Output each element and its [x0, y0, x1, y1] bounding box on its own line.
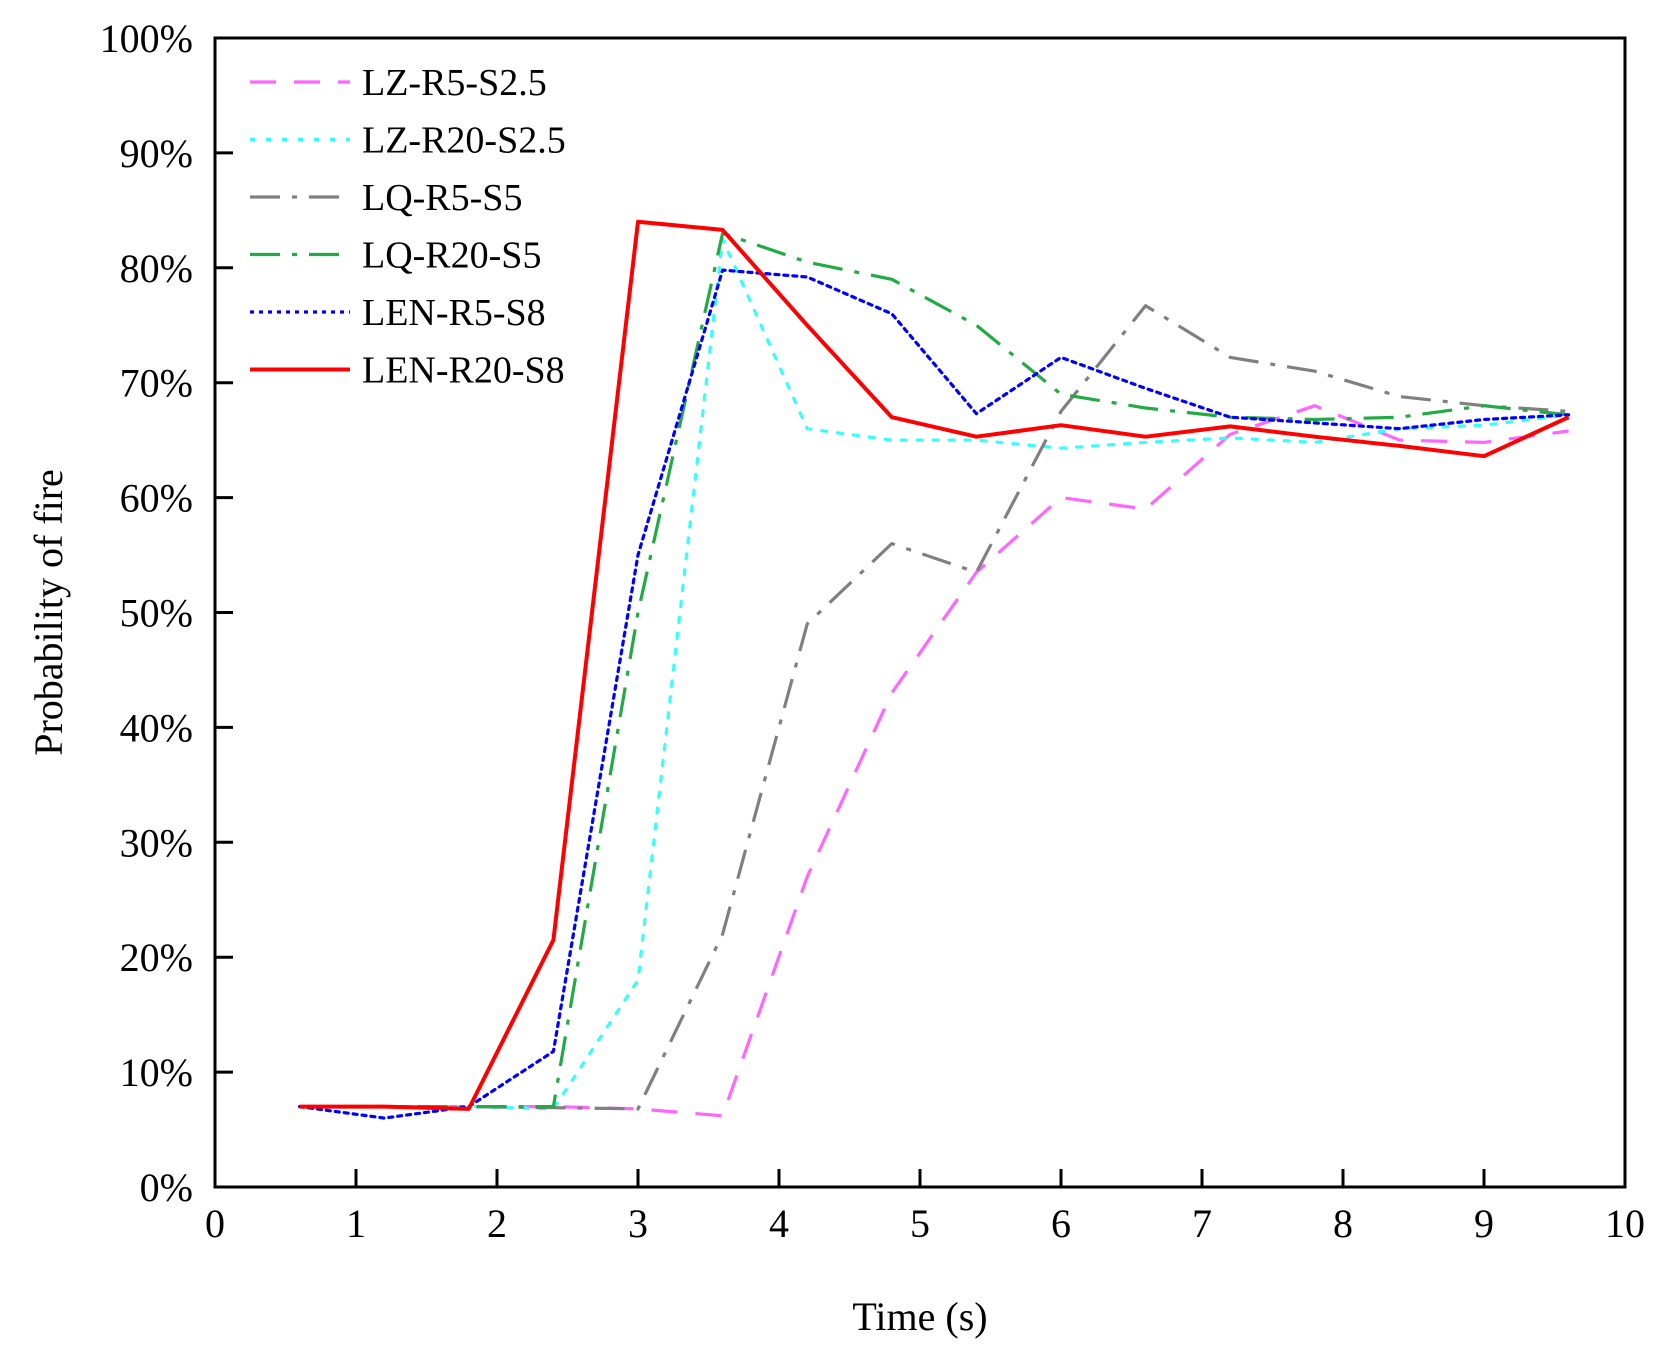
series-line-len-r20-s8	[299, 219, 1570, 1111]
y-tick-label: 40%	[120, 705, 193, 750]
y-tick-label: 0%	[140, 1165, 193, 1210]
y-tick-label: 70%	[120, 361, 193, 406]
x-tick-label: 9	[1474, 1201, 1494, 1246]
y-axis-label: Probability of fire	[26, 469, 71, 756]
y-tick-label: 60%	[120, 476, 193, 521]
legend-label: LEN-R20-S8	[362, 350, 565, 392]
y-tick-label: 30%	[120, 820, 193, 865]
y-tick-label: 90%	[120, 131, 193, 176]
x-tick-label: 2	[487, 1201, 507, 1246]
x-tick-label: 3	[628, 1201, 648, 1246]
x-tick-label: 5	[910, 1201, 930, 1246]
x-axis-label: Time (s)	[852, 1294, 987, 1339]
x-tick-label: 1	[346, 1201, 366, 1246]
legend-label: LZ-R20-S2.5	[362, 120, 566, 162]
y-tick-label: 100%	[100, 16, 193, 61]
legend-label: LQ-R5-S5	[362, 177, 522, 219]
x-tick-label: 7	[1192, 1201, 1212, 1246]
series-line-len-r5-s8	[298, 268, 1571, 1120]
series-line-lq-r20-s5	[299, 231, 1569, 1109]
y-tick-label: 80%	[120, 246, 193, 291]
x-tick-label: 6	[1051, 1201, 1071, 1246]
y-tick-label: 50%	[120, 591, 193, 636]
y-tick-label: 20%	[120, 935, 193, 980]
x-tick-label: 10	[1605, 1201, 1645, 1246]
series-line-lz-r5-s2-5	[299, 404, 1569, 1118]
y-tick-label: 10%	[120, 1050, 193, 1095]
legend-label: LEN-R5-S8	[362, 292, 546, 334]
x-tick-label: 0	[205, 1201, 225, 1246]
x-tick-label: 4	[769, 1201, 789, 1246]
legend-label: LZ-R5-S2.5	[362, 62, 547, 104]
legend-label: LQ-R20-S5	[362, 235, 541, 277]
series-line-lq-r5-s5	[299, 304, 1569, 1111]
x-tick-label: 8	[1333, 1201, 1353, 1246]
series-line-lz-r20-s2-5	[298, 237, 1571, 1111]
